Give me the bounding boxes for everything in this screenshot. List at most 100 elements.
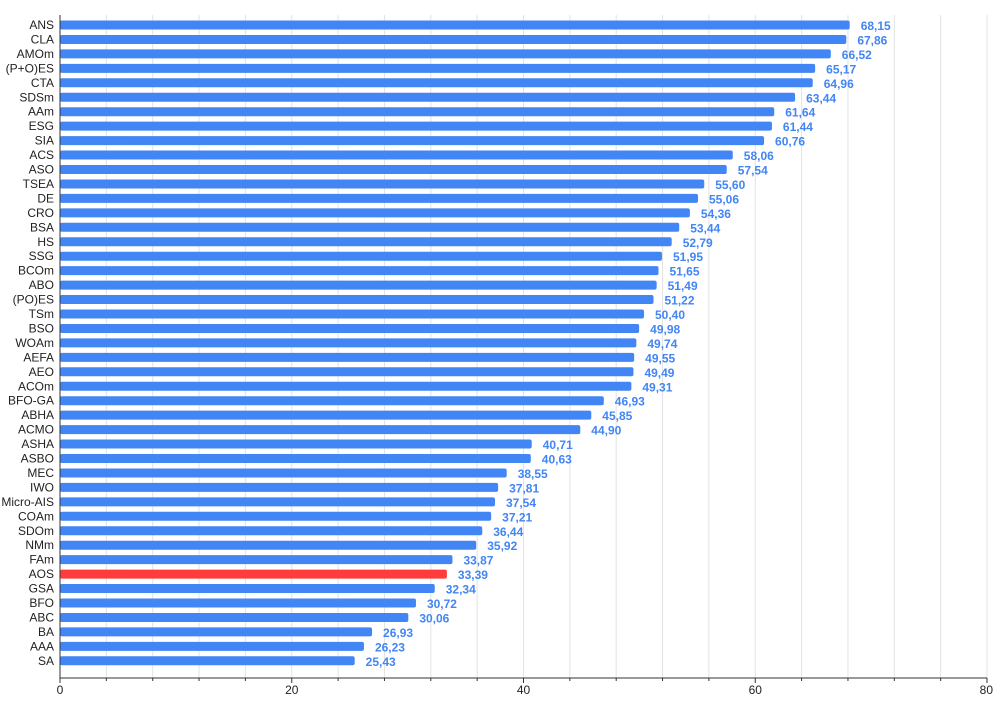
category-label: HS xyxy=(37,235,54,249)
value-label: 49,55 xyxy=(645,351,675,365)
category-label: ABHA xyxy=(21,408,54,422)
value-label: 67,86 xyxy=(857,33,887,47)
bar-28 xyxy=(60,425,581,435)
x-tick-label: 40 xyxy=(517,683,531,697)
bar-19 xyxy=(60,295,654,305)
value-label: 65,17 xyxy=(826,62,856,76)
category-label: CTA xyxy=(31,76,54,90)
category-label: NMm xyxy=(25,538,54,552)
bar-24 xyxy=(60,367,634,377)
category-label: GSA xyxy=(29,582,54,596)
category-label: ABO xyxy=(29,278,54,292)
bar-0 xyxy=(60,20,850,30)
value-label: 64,96 xyxy=(824,77,854,91)
category-label: ANS xyxy=(29,18,54,32)
bar-5 xyxy=(60,92,796,102)
value-label: 45,85 xyxy=(602,409,632,423)
category-label: ACOm xyxy=(18,379,54,393)
bar-20 xyxy=(60,309,645,319)
bar-33 xyxy=(60,497,495,507)
value-label: 58,06 xyxy=(744,149,774,163)
category-label: SDOm xyxy=(18,524,54,538)
category-label: WOAm xyxy=(15,336,54,350)
category-label: AMOm xyxy=(17,47,54,61)
category-label: AAm xyxy=(28,105,54,119)
bar-44 xyxy=(60,656,355,666)
category-label: FAm xyxy=(29,553,54,567)
value-label: 49,49 xyxy=(644,366,674,380)
category-label: CRO xyxy=(27,206,54,220)
bar-7 xyxy=(60,121,772,131)
bar-3 xyxy=(60,63,816,73)
category-label: SA xyxy=(38,654,54,668)
bar-34 xyxy=(60,511,492,521)
category-label: CLA xyxy=(31,32,54,46)
category-label: BCOm xyxy=(18,264,54,278)
bar-13 xyxy=(60,208,690,218)
category-label: BFO-GA xyxy=(8,394,54,408)
value-label: 38,55 xyxy=(518,467,548,481)
bar-29 xyxy=(60,439,532,449)
value-label: 50,40 xyxy=(655,308,685,322)
value-label: 51,49 xyxy=(668,279,698,293)
value-label: 53,44 xyxy=(690,221,720,235)
category-label: MEC xyxy=(27,466,54,480)
value-label: 57,54 xyxy=(738,164,768,178)
value-label: 68,15 xyxy=(861,19,891,33)
bar-8 xyxy=(60,136,765,146)
bar-41 xyxy=(60,612,409,622)
bar-43 xyxy=(60,641,364,651)
bar-37 xyxy=(60,555,453,565)
value-label: 40,63 xyxy=(542,453,572,467)
bar-16 xyxy=(60,251,662,261)
x-tick-label: 0 xyxy=(57,683,64,697)
bar-4 xyxy=(60,78,813,88)
bar-23 xyxy=(60,352,635,362)
bar-17 xyxy=(60,266,659,276)
value-label: 49,98 xyxy=(650,322,680,336)
value-label: 37,21 xyxy=(502,510,532,524)
value-label: 54,36 xyxy=(701,207,731,221)
bar-26 xyxy=(60,396,604,406)
category-label: (P+O)ES xyxy=(6,61,54,75)
category-label: AEO xyxy=(29,365,54,379)
bar-35 xyxy=(60,526,483,536)
bar-11 xyxy=(60,179,705,189)
bar-40 xyxy=(60,598,416,608)
bar-38 xyxy=(60,569,447,579)
value-label: 44,90 xyxy=(591,424,621,438)
value-label: 49,31 xyxy=(642,380,672,394)
category-label: BSO xyxy=(29,321,54,335)
value-label: 52,79 xyxy=(683,236,713,250)
value-label: 51,95 xyxy=(673,250,703,264)
category-label: AAA xyxy=(30,639,54,653)
category-label: COAm xyxy=(18,509,54,523)
bar-12 xyxy=(60,193,699,203)
value-label: 30,06 xyxy=(419,611,449,625)
axis-layer: 0 20 40 60 80 xyxy=(57,15,993,697)
category-label: ASHA xyxy=(21,437,54,451)
category-label: ACMO xyxy=(18,423,54,437)
bar-22 xyxy=(60,338,637,348)
category-label: AOS xyxy=(29,567,54,581)
value-label: 49,74 xyxy=(647,337,677,351)
category-label: ASO xyxy=(29,163,54,177)
bar-14 xyxy=(60,222,680,232)
bar-25 xyxy=(60,381,632,391)
bar-9 xyxy=(60,150,733,160)
label-layer: ANS 68,15 CLA 67,86 AMOm 66,52 (P+O)ES 65,17 CTA… xyxy=(1,18,891,669)
category-label: ASBO xyxy=(21,452,54,466)
bar-15 xyxy=(60,237,672,247)
category-label: BFO xyxy=(29,596,54,610)
value-label: 61,64 xyxy=(785,106,815,120)
bar-10 xyxy=(60,165,727,174)
category-label: SSG xyxy=(29,249,54,263)
x-tick-label: 60 xyxy=(749,683,763,697)
value-label: 25,43 xyxy=(366,655,396,669)
value-label: 51,22 xyxy=(665,294,695,308)
value-label: 33,39 xyxy=(458,568,488,582)
bar-30 xyxy=(60,454,531,463)
value-label: 30,72 xyxy=(427,597,457,611)
